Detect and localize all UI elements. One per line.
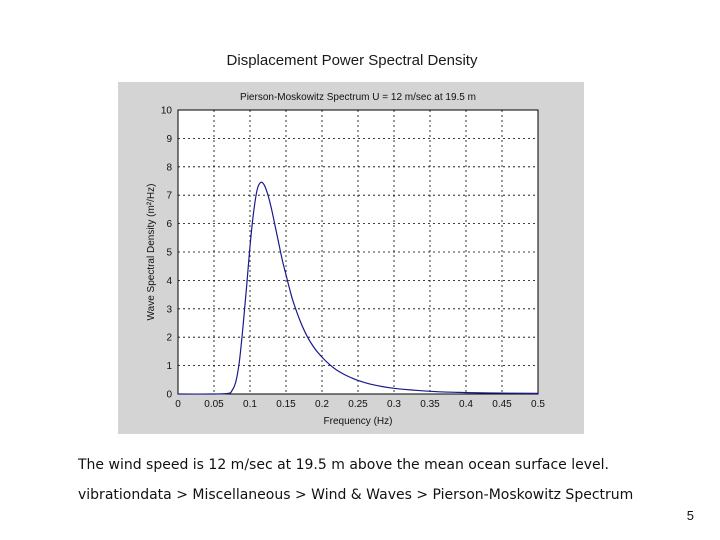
y-tick-label: 5 [166,248,172,259]
chart-svg: 0 0.05 0.1 0.15 0.2 0.25 0.3 0.35 0.4 0.45 0.5 0 1 2 3… [146,92,546,427]
y-tick-label: 9 [166,134,172,145]
y-tick-label: 10 [161,106,173,117]
y-tick-label: 0 [166,390,172,401]
y-tick-label: 3 [166,304,172,315]
y-tick-label: 2 [166,333,172,344]
x-tick-label: 0.35 [420,399,440,410]
caption-wind-speed: The wind speed is 12 m/sec at 19.5 m abo… [78,457,609,473]
x-tick-label: 0.3 [387,399,401,410]
page-number: 5 [686,508,694,523]
x-tick-label: 0.05 [204,399,224,410]
y-tick-label: 1 [166,361,172,372]
x-tick-label: 0 [175,399,181,410]
x-tick-label: 0.5 [531,399,545,410]
x-tick-label: 0.15 [276,399,296,410]
breadcrumb: vibrationdata > Miscellaneous > Wind & W… [78,487,634,503]
y-tick-label: 6 [166,219,172,230]
slide-title: Displacement Power Spectral Density [226,52,478,69]
y-tick-label: 8 [166,162,172,173]
x-tick-label: 0.25 [348,399,368,410]
x-tick-label: 0.4 [459,399,473,410]
x-tick-label: 0.2 [315,399,329,410]
y-tick-label: 4 [166,276,172,287]
x-axis-label: Frequency (Hz) [324,416,393,427]
ticks: 0 0.05 0.1 0.15 0.2 0.25 0.3 0.35 0.4 0.45 0.5 0 1 2 3… [161,106,546,411]
y-tick-label: 7 [166,191,172,202]
chart-title: Pierson-Moskowitz Spectrum U = 12 m/sec … [240,92,476,103]
x-tick-label: 0.1 [243,399,257,410]
x-tick-label: 0.45 [492,399,512,410]
chart-figure: 0 0.05 0.1 0.15 0.2 0.25 0.3 0.35 0.4 0.45 0.5 0 1 2 3… [118,82,584,434]
series-line-pm-spectrum [177,181,539,395]
y-axis-label: Wave Spectral Density (m²/Hz) [146,184,157,321]
